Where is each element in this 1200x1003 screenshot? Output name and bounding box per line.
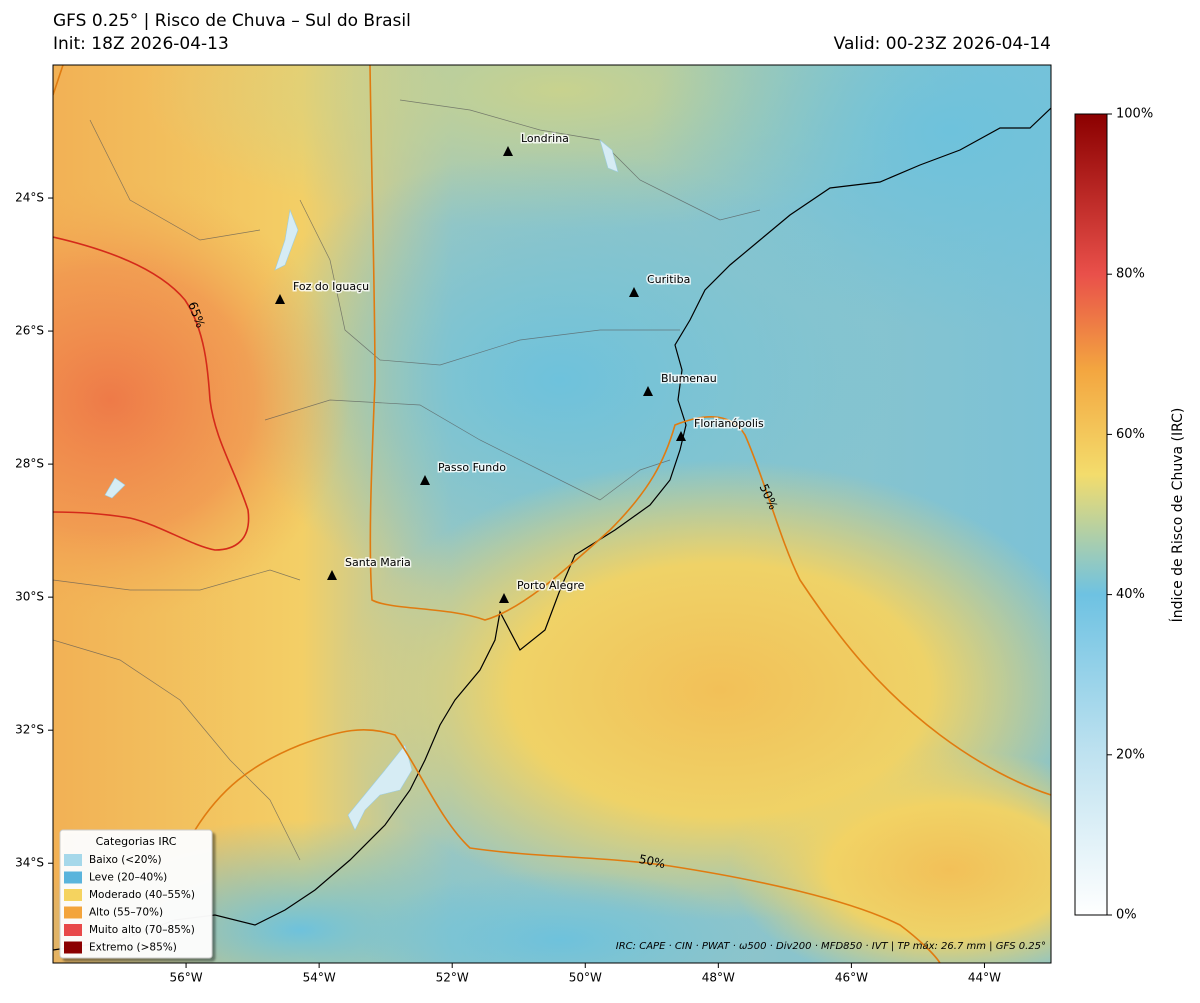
legend-label: Baixo (<20%) bbox=[89, 854, 162, 866]
colorbar-tick-label: 80% bbox=[1116, 267, 1145, 282]
init-time: Init: 18Z 2026-04-13 bbox=[53, 34, 229, 54]
y-tick-label: 34°S bbox=[15, 856, 44, 870]
y-tick-label: 32°S bbox=[15, 723, 44, 737]
title: GFS 0.25° | Risco de Chuva – Sul do Bras… bbox=[53, 11, 411, 31]
colorbar-label: Índice de Risco de Chuva (IRC) bbox=[1169, 408, 1186, 623]
y-tick-label: 26°S bbox=[15, 324, 44, 338]
contour-label: 50% bbox=[638, 852, 667, 871]
legend-label: Alto (55–70%) bbox=[89, 907, 163, 919]
colorbar-tick-label: 40% bbox=[1116, 587, 1145, 602]
colorbar-tick-label: 20% bbox=[1116, 747, 1145, 762]
colorbar-tick-label: 60% bbox=[1116, 427, 1145, 442]
city-label: Curitiba bbox=[647, 273, 690, 286]
legend-swatch bbox=[64, 871, 82, 884]
map-note: IRC: CAPE · CIN · PWAT · ω500 · Div200 ·… bbox=[616, 940, 1046, 952]
x-tick-label: 46°W bbox=[835, 971, 868, 985]
colorbar-tick-label: 0% bbox=[1116, 908, 1137, 923]
city-marker bbox=[629, 287, 639, 297]
city-marker bbox=[499, 593, 509, 603]
city-marker bbox=[643, 386, 653, 396]
contours bbox=[53, 65, 1051, 963]
city-marker bbox=[327, 570, 337, 580]
valid-time: Valid: 00-23Z 2026-04-14 bbox=[834, 34, 1051, 54]
legend-swatch bbox=[64, 924, 82, 936]
legend-label: Extremo (>85%) bbox=[89, 942, 177, 954]
city-marker bbox=[503, 146, 513, 156]
legend-swatch bbox=[64, 854, 82, 866]
legend-swatch bbox=[64, 889, 82, 901]
map-frame bbox=[52, 64, 1052, 964]
x-tick-label: 56°W bbox=[169, 971, 202, 985]
y-tick-label: 24°S bbox=[15, 191, 44, 205]
legend-swatch bbox=[64, 941, 82, 954]
colorbar bbox=[1074, 113, 1108, 916]
colorbar-tick-label: 100% bbox=[1116, 107, 1153, 122]
city-label: Florianópolis bbox=[694, 417, 764, 430]
x-tick-label: 50°W bbox=[569, 971, 602, 985]
city-marker bbox=[420, 475, 430, 485]
legend-box bbox=[59, 829, 213, 959]
x-tick-label: 52°W bbox=[436, 971, 469, 985]
legend-label: Moderado (40–55%) bbox=[89, 889, 195, 901]
city-label: Londrina bbox=[521, 132, 569, 145]
city-label: Santa Maria bbox=[345, 556, 411, 569]
legend-title: Categorias IRC bbox=[96, 835, 177, 848]
legend-label: Muito alto (70–85%) bbox=[89, 924, 195, 936]
x-tick-label: 54°W bbox=[303, 971, 336, 985]
city-label: Passo Fundo bbox=[438, 461, 506, 474]
legend-label: Leve (20–40%) bbox=[89, 872, 167, 884]
city-label: Blumenau bbox=[661, 372, 717, 385]
y-tick-label: 28°S bbox=[15, 457, 44, 471]
city-marker bbox=[676, 431, 686, 441]
legend-swatch bbox=[64, 906, 82, 919]
city-label: Foz do Iguaçu bbox=[293, 280, 369, 293]
x-tick-label: 48°W bbox=[702, 971, 735, 985]
x-tick-label: 44°W bbox=[968, 971, 1001, 985]
city-marker bbox=[275, 294, 285, 304]
city-label: Porto Alegre bbox=[517, 579, 585, 592]
y-tick-label: 30°S bbox=[15, 590, 44, 604]
